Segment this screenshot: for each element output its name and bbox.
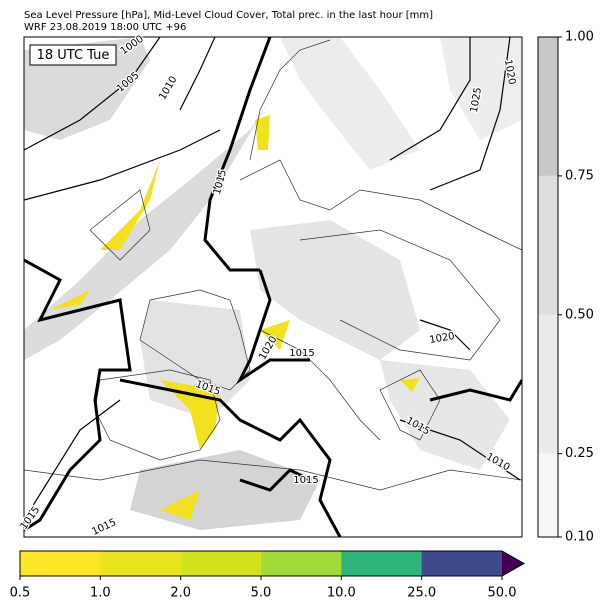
colorbar-segment — [421, 551, 503, 576]
colorbar-tick-label: 0.10 — [565, 530, 594, 545]
colorbar-tick-label: 5.0 — [251, 586, 272, 601]
colorbar-segment — [538, 37, 558, 176]
colorbar-segment — [538, 314, 558, 454]
colorbar-tick-label: 1.0 — [90, 586, 111, 601]
contour-label: 1015 — [293, 475, 318, 486]
colorbar-segment — [180, 551, 262, 576]
colorbar-tick-label: 0.5 — [10, 586, 31, 601]
colorbar-segment — [100, 551, 182, 576]
subtitle: WRF 23.08.2019 18:00 UTC +96 — [24, 22, 186, 33]
colorbar-segment — [20, 551, 101, 576]
colorbar-tick-label: 25.0 — [407, 586, 436, 601]
map-frame — [23, 36, 523, 538]
colorbar-tick-label: 0.25 — [565, 446, 594, 461]
title: Sea Level Pressure [hPa], Mid-Level Clou… — [24, 10, 433, 21]
time-label: 18 UTC Tue — [37, 48, 110, 63]
colorbar-tick-label: 2.0 — [170, 586, 191, 601]
colorbar-tick-label: 0.50 — [565, 307, 594, 322]
colorbar-tick-label: 50.0 — [488, 586, 517, 601]
colorbar-tick-label: 10.0 — [327, 586, 356, 601]
colorbar-extend — [502, 551, 524, 576]
isobar-1015 — [24, 37, 522, 537]
colorbar-tick-label: 1.00 — [565, 30, 594, 45]
colorbar-frame — [537, 36, 559, 538]
colorbar-segment — [538, 453, 558, 537]
colorbar-segment — [261, 551, 342, 576]
isobars — [24, 37, 521, 521]
colorbar-segment — [538, 175, 558, 315]
colorbar-tick-label: 0.75 — [565, 168, 594, 183]
contour-label: 1020 — [429, 331, 456, 346]
colorbar-segment — [341, 551, 423, 576]
time-box — [29, 44, 117, 66]
map — [24, 37, 522, 537]
contour-label: 1015 — [289, 348, 314, 359]
colorbar-frame — [19, 550, 526, 577]
